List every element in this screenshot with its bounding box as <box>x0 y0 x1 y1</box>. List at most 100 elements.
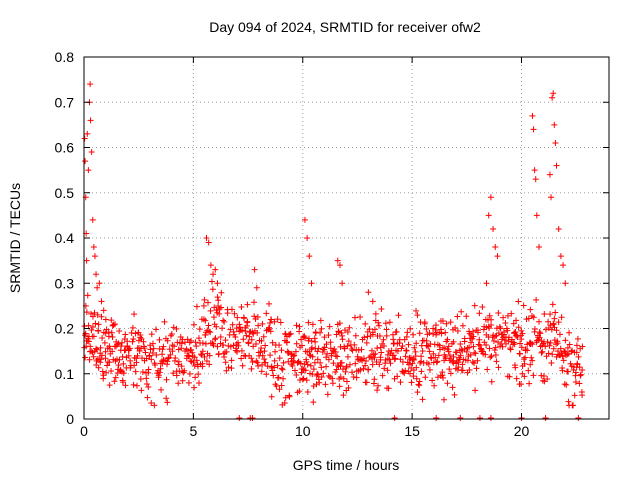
data-point <box>528 354 535 361</box>
data-point <box>219 325 226 332</box>
data-point <box>519 330 526 337</box>
data-point <box>530 314 537 321</box>
data-point <box>566 341 573 348</box>
data-point <box>195 335 202 342</box>
data-point <box>170 370 177 377</box>
data-point <box>170 324 177 331</box>
data-point <box>254 329 261 336</box>
data-point <box>365 366 372 373</box>
data-point <box>386 356 393 363</box>
data-point <box>143 375 150 382</box>
data-point <box>470 328 477 335</box>
data-point <box>463 313 470 320</box>
data-point <box>179 377 186 384</box>
data-point <box>145 366 152 373</box>
data-point <box>296 388 303 395</box>
data-point <box>344 329 351 336</box>
data-point <box>106 343 113 350</box>
data-point <box>565 368 572 375</box>
data-point <box>402 367 409 374</box>
data-point <box>527 361 534 368</box>
data-point <box>343 378 350 385</box>
data-point <box>95 364 102 371</box>
data-point <box>153 351 160 358</box>
peak-data-point <box>550 90 557 97</box>
data-point <box>278 347 285 354</box>
data-point <box>397 379 404 386</box>
data-point <box>425 361 432 368</box>
data-point <box>409 360 416 367</box>
data-point <box>508 310 515 317</box>
data-point <box>239 327 246 334</box>
data-point <box>383 326 390 333</box>
data-point <box>453 349 460 356</box>
data-point <box>190 321 197 328</box>
data-point <box>476 336 483 343</box>
data-point <box>318 373 325 380</box>
data-point <box>276 355 283 362</box>
data-point <box>394 347 401 354</box>
peak-data-point <box>532 176 539 183</box>
data-point <box>461 345 468 352</box>
x-ticks: 0 5 10 15 20 <box>80 57 529 439</box>
data-point <box>261 356 268 363</box>
data-point <box>103 369 110 376</box>
peak-data-point <box>552 139 559 146</box>
data-point <box>286 393 293 400</box>
data-point <box>163 395 170 402</box>
data-point <box>228 306 235 313</box>
data-point <box>577 371 584 378</box>
data-point <box>559 367 566 374</box>
data-point <box>506 373 513 380</box>
data-point <box>278 365 285 372</box>
peak-data-point <box>549 94 556 101</box>
data-point <box>281 399 288 406</box>
data-point <box>476 310 483 317</box>
data-point <box>431 382 438 389</box>
data-point <box>416 330 423 337</box>
peak-data-point <box>304 235 311 241</box>
data-point <box>251 313 258 320</box>
peak-data-point <box>91 253 98 260</box>
data-point <box>232 333 239 340</box>
data-point <box>337 374 344 381</box>
data-point <box>191 384 198 391</box>
data-point <box>111 378 118 385</box>
data-point <box>530 372 537 379</box>
data-point <box>551 315 558 322</box>
data-point <box>488 316 495 323</box>
data-point <box>99 368 106 375</box>
data-point <box>212 336 219 343</box>
peak-data-point <box>93 271 100 278</box>
data-point <box>392 355 399 362</box>
data-point <box>202 340 209 347</box>
data-point <box>325 332 332 339</box>
peak-data-point <box>560 262 567 269</box>
data-point <box>346 361 353 368</box>
peak-data-point <box>84 130 91 137</box>
data-point <box>570 402 577 409</box>
data-point <box>546 342 553 349</box>
data-point <box>266 300 273 307</box>
data-point <box>218 304 225 311</box>
data-point <box>383 332 390 339</box>
background-points-layer <box>81 278 586 409</box>
data-point <box>236 321 243 328</box>
data-point <box>203 357 210 364</box>
data-point <box>352 332 359 339</box>
data-point <box>414 389 421 396</box>
data-point <box>471 360 478 367</box>
data-point <box>527 306 534 313</box>
data-point <box>507 345 514 352</box>
data-point <box>233 325 240 332</box>
peak-data-point <box>546 171 553 178</box>
data-point <box>311 359 318 366</box>
data-point <box>445 343 452 350</box>
data-point <box>556 331 563 338</box>
data-point <box>175 380 182 387</box>
peak-data-point <box>87 117 94 124</box>
data-point <box>451 391 458 398</box>
data-point <box>515 324 522 331</box>
data-point <box>127 357 134 364</box>
data-point <box>178 340 185 347</box>
